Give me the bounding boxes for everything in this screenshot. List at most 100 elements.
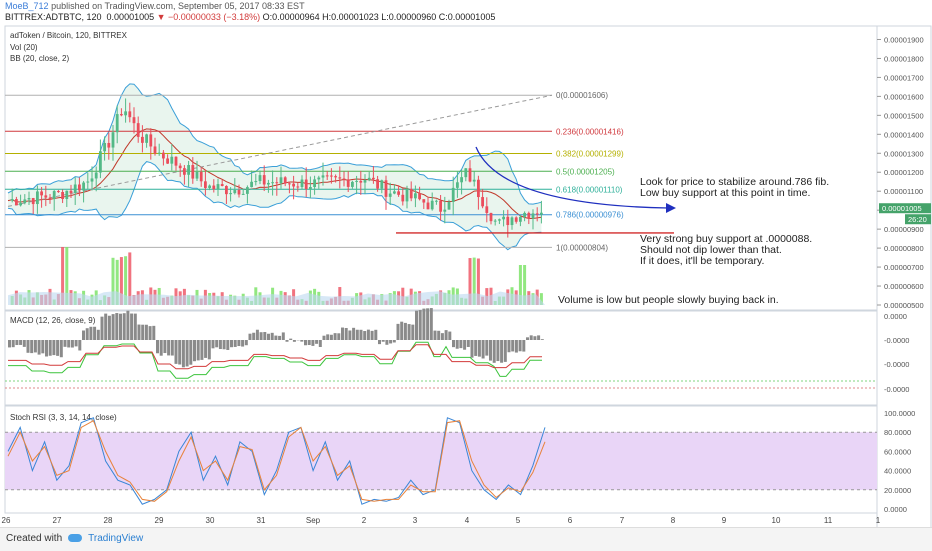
macd-histogram-bar xyxy=(19,340,22,345)
candle-body xyxy=(141,137,144,143)
macd-histogram-bar xyxy=(300,340,303,342)
macd-histogram-bar xyxy=(426,308,429,340)
candle-body xyxy=(347,179,350,187)
macd-histogram-bar xyxy=(237,340,240,346)
time-tick-label: 28 xyxy=(104,516,113,525)
stoch-tick-label: 100.0000 xyxy=(884,409,915,418)
candle-body xyxy=(95,173,98,179)
macd-histogram-bar xyxy=(374,330,377,340)
candle-body xyxy=(322,175,325,177)
macd-histogram-bar xyxy=(330,335,333,340)
fib-level-label: 0.618(0.00001110) xyxy=(556,185,623,194)
macd-histogram-bar xyxy=(256,330,259,340)
price-tick-label: 0.00001100 xyxy=(884,187,923,196)
candle-body xyxy=(406,189,409,201)
macd-histogram-bar xyxy=(38,340,41,355)
price-tick-label: 0.00000500 xyxy=(884,301,924,310)
candle-body xyxy=(372,178,375,179)
macd-histogram-bar xyxy=(500,340,503,363)
macd-histogram-bar xyxy=(186,340,189,366)
macd-histogram-bar xyxy=(119,314,122,340)
time-tick-label: 26 xyxy=(2,516,11,525)
time-tick-label: 9 xyxy=(722,516,727,525)
macd-histogram-bar xyxy=(12,340,15,347)
candle-body xyxy=(40,191,43,195)
macd-histogram-bar xyxy=(197,340,200,360)
candle-body xyxy=(175,157,178,166)
macd-histogram-bar xyxy=(311,340,314,346)
macd-histogram-bar xyxy=(326,334,329,340)
candle-body xyxy=(414,193,417,198)
macd-histogram-bar xyxy=(215,340,218,347)
candle-body xyxy=(65,191,68,199)
candle-body xyxy=(326,175,329,176)
macd-histogram-bar xyxy=(52,340,55,355)
author-name[interactable]: MoeB_712 xyxy=(5,1,49,11)
candle-body xyxy=(154,146,157,153)
candle-body xyxy=(229,193,232,194)
price-tick-label: 0.00001600 xyxy=(884,92,924,101)
macd-histogram-bar xyxy=(385,340,388,345)
candle-body xyxy=(246,187,249,194)
candle-body xyxy=(515,217,518,221)
macd-histogram-bar xyxy=(156,340,159,353)
candle-body xyxy=(23,199,26,202)
macd-histogram-bar xyxy=(30,340,33,353)
macd-histogram-bar xyxy=(360,330,363,340)
stoch-tick-label: 40.0000 xyxy=(884,467,911,476)
macd-histogram-bar xyxy=(241,340,244,347)
macd-histogram-bar xyxy=(541,339,544,340)
time-tick-label: 30 xyxy=(206,516,215,525)
macd-histogram-bar xyxy=(171,340,174,356)
candle-body xyxy=(540,213,543,215)
time-tick-label: 8 xyxy=(671,516,676,525)
macd-histogram-bar xyxy=(45,340,48,356)
candle-body xyxy=(99,151,102,172)
candle-body xyxy=(418,193,421,199)
tradingview-brand[interactable]: TradingView xyxy=(88,533,143,544)
macd-histogram-bar xyxy=(193,340,196,361)
macd-histogram-bar xyxy=(152,326,155,340)
candle-body xyxy=(238,190,241,194)
candle-body xyxy=(317,178,320,180)
candle-body xyxy=(82,183,85,191)
macd-histogram-bar xyxy=(82,330,85,340)
macd-histogram-bar xyxy=(167,340,170,355)
candle-body xyxy=(191,165,194,179)
chart-annotation: If it does, it'll be temporary. xyxy=(640,255,764,267)
candle-body xyxy=(452,188,455,202)
time-tick-label: 11 xyxy=(824,516,833,525)
candle-body xyxy=(305,180,308,189)
stoch-title: Stoch RSI (3, 3, 14, 14, close) xyxy=(10,413,117,422)
candle-body xyxy=(485,206,488,213)
candle-body xyxy=(267,183,270,185)
macd-histogram-bar xyxy=(334,333,337,340)
candle-body xyxy=(225,186,228,194)
stoch-tick-label: 0.0000 xyxy=(884,505,907,514)
time-tick-label: 10 xyxy=(772,516,781,525)
macd-histogram-bar xyxy=(526,337,529,340)
candle-body xyxy=(410,189,413,198)
candle-body xyxy=(401,195,404,202)
macd-histogram-bar xyxy=(234,340,237,347)
macd-histogram-bar xyxy=(23,340,26,347)
candle-body xyxy=(183,168,186,175)
macd-histogram-bar xyxy=(260,332,263,340)
candle-body xyxy=(469,168,472,181)
macd-histogram-bar xyxy=(437,331,440,340)
time-tick-label: 31 xyxy=(257,516,266,525)
fib-level-label: 1(0.00000804) xyxy=(556,243,608,252)
macd-histogram-bar xyxy=(130,314,133,340)
trading-chart[interactable]: 0.000019000.000018000.000017000.00001600… xyxy=(0,24,932,527)
candle-body xyxy=(271,182,274,183)
macd-histogram-bar xyxy=(471,340,474,358)
candle-body xyxy=(498,219,501,220)
macd-histogram-bar xyxy=(67,340,70,347)
candle-body xyxy=(301,180,304,188)
macd-histogram-bar xyxy=(363,331,366,340)
macd-histogram-bar xyxy=(223,340,226,349)
candle-body xyxy=(57,191,60,192)
candle-body xyxy=(212,186,215,190)
candle-body xyxy=(494,221,497,222)
